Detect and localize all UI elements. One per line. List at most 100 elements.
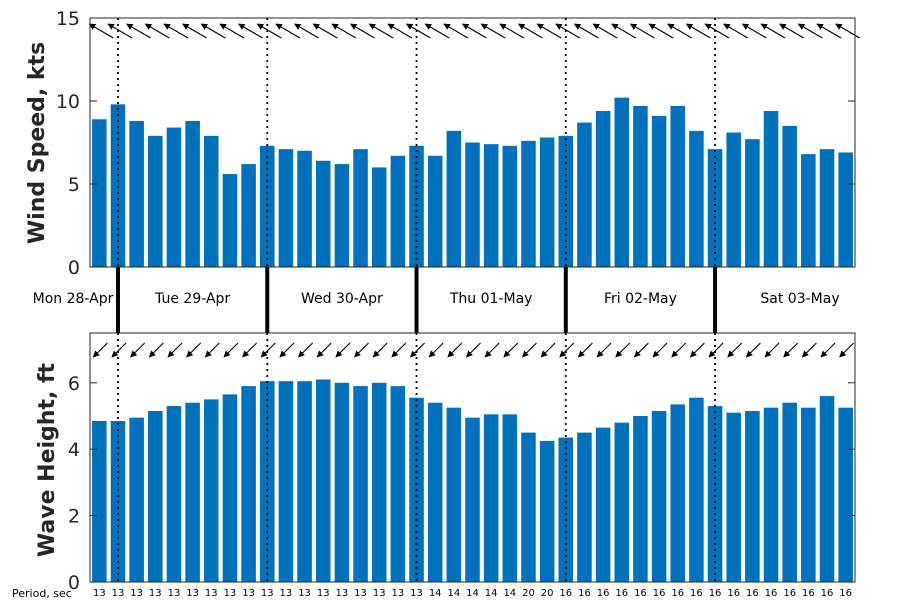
wave-y-tick-label: 4	[68, 439, 80, 461]
arrow-icon	[484, 342, 500, 358]
arrow-icon	[242, 342, 257, 358]
wave-bar	[315, 379, 331, 582]
arrow-icon	[107, 23, 133, 39]
period-value: 13	[336, 588, 349, 599]
arrow-icon	[573, 23, 599, 39]
period-value: 16	[727, 588, 740, 599]
period-value: 13	[410, 588, 423, 599]
wave-bar	[204, 399, 219, 582]
period-value: 16	[671, 588, 684, 599]
period-value: 14	[447, 588, 460, 599]
wave-bar	[427, 402, 443, 582]
period-value: 13	[93, 588, 106, 599]
arrow-icon	[447, 342, 463, 358]
wind-direction-arrows	[88, 23, 860, 39]
arrow-icon	[331, 23, 357, 39]
wind-bar	[745, 139, 760, 267]
arrow-icon	[517, 23, 543, 39]
wind-bar	[707, 149, 723, 267]
wind-bar	[577, 122, 592, 267]
period-value: 20	[522, 588, 535, 599]
wind-y-tick-label: 5	[68, 174, 80, 196]
wind-bar	[614, 97, 630, 268]
wind-bar	[689, 130, 704, 267]
arrow-icon	[354, 342, 369, 358]
arrow-icon	[349, 23, 375, 39]
arrow-icon	[405, 23, 431, 39]
arrow-icon	[499, 23, 525, 39]
wind-bar	[92, 119, 107, 267]
arrow-icon	[835, 23, 860, 39]
period-value: 14	[466, 588, 479, 599]
wave-bar	[465, 417, 480, 582]
period-value: 16	[746, 588, 759, 599]
period-value: 20	[541, 588, 554, 599]
wave-bar	[92, 420, 107, 582]
period-value: 13	[130, 588, 143, 599]
wave-bar	[745, 411, 760, 582]
period-value: 14	[503, 588, 516, 599]
arrow-icon	[652, 342, 668, 358]
arrow-icon	[760, 23, 786, 39]
wave-bar	[707, 406, 723, 582]
period-value: 16	[559, 588, 572, 599]
day-labels: Mon 28-Apr Tue 29-Apr Wed 30-Apr Thu 01-May…	[33, 291, 840, 307]
period-value: 16	[802, 588, 815, 599]
wave-bar	[595, 427, 611, 582]
arrow-icon	[559, 342, 575, 358]
wave-bar	[241, 386, 256, 582]
period-value: 16	[783, 588, 796, 599]
arrow-icon	[219, 23, 245, 39]
wind-bar	[446, 130, 462, 267]
wind-bar	[801, 154, 816, 267]
wind-bar	[278, 149, 294, 267]
wave-bar	[166, 406, 182, 582]
arrow-icon	[708, 342, 724, 358]
arrow-icon	[689, 342, 705, 358]
day-label: Tue 29-Apr	[154, 291, 230, 307]
wave-bar	[726, 412, 741, 582]
period-value: 13	[149, 588, 162, 599]
wind-bar	[204, 135, 219, 267]
wind-bar	[763, 110, 779, 268]
arrow-icon	[685, 23, 711, 39]
arrow-icon	[223, 342, 239, 358]
day-label: Thu 01-May	[449, 291, 533, 307]
wind-bar	[782, 125, 797, 268]
wave-y-axis-label: Wave Height, ft	[35, 362, 60, 557]
wind-bar	[185, 120, 200, 267]
wind-bar	[334, 164, 350, 267]
period-value: 16	[653, 588, 666, 599]
wave-bar	[334, 382, 350, 582]
wave-y-tick-label: 0	[68, 572, 80, 594]
arrow-icon	[667, 23, 693, 39]
arrow-icon	[555, 23, 581, 39]
wind-y-tick-label: 10	[56, 91, 80, 113]
arrow-icon	[424, 23, 450, 39]
arrow-icon	[163, 23, 189, 39]
period-value: 14	[429, 588, 442, 599]
arrow-icon	[186, 342, 202, 358]
arrow-icon	[633, 342, 649, 358]
wave-bar	[633, 416, 648, 582]
arrow-icon	[741, 23, 767, 39]
day-label: Fri 02-May	[604, 291, 677, 307]
day-label-strip: Mon 28-Apr Tue 29-Apr Wed 30-Apr Thu 01-May…	[33, 267, 840, 333]
arrow-icon	[312, 23, 338, 39]
wind-bar	[353, 149, 368, 267]
arrow-icon	[387, 23, 413, 39]
arrow-icon	[503, 342, 519, 358]
wave-bar	[539, 440, 555, 582]
arrow-icon	[801, 342, 817, 358]
period-value: 14	[485, 588, 498, 599]
wave-bar	[651, 411, 667, 582]
period-value: 16	[634, 588, 647, 599]
period-value: 13	[242, 588, 255, 599]
wind-bar	[427, 155, 443, 267]
arrow-icon	[111, 342, 127, 358]
arrow-icon	[144, 23, 170, 39]
wind-bar	[670, 105, 686, 267]
wave-bar	[259, 381, 275, 582]
wind-y-tick-label: 0	[68, 257, 80, 279]
wave-bar	[353, 386, 368, 582]
